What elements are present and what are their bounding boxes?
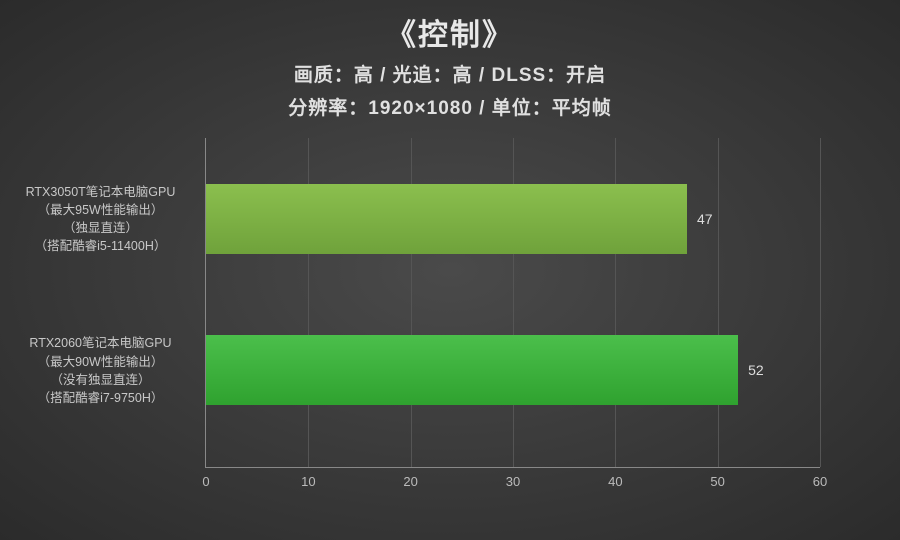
bar-value: 52	[748, 362, 764, 378]
chart-title: 《控制》	[0, 10, 900, 54]
x-tick-label: 60	[813, 474, 827, 489]
x-tick-label: 0	[202, 474, 209, 489]
gridline	[718, 138, 719, 467]
bar-value: 47	[697, 211, 713, 227]
x-tick-label: 40	[608, 474, 622, 489]
chart-plot-area: 0 10 20 30 40 50 60 47RTX3050T笔记本电脑GPU（最大95W性能输…	[205, 138, 860, 498]
chart-subtitle-1: 画质：高 / 光追：高 / DLSS：开启	[0, 60, 900, 87]
x-tick-label: 30	[506, 474, 520, 489]
bar-row: 52RTX2060笔记本电脑GPU（最大90W性能输出）（没有独显直连）（搭配酷…	[206, 335, 738, 405]
bar	[206, 335, 738, 405]
bar-row: 47RTX3050T笔记本电脑GPU（最大95W性能输出）（独显直连）（搭配酷睿…	[206, 184, 687, 254]
x-tick-label: 20	[403, 474, 417, 489]
gridline	[820, 138, 821, 467]
bar	[206, 184, 687, 254]
x-tick-label: 10	[301, 474, 315, 489]
plot-region: 010203040506047RTX3050T笔记本电脑GPU（最大95W性能输…	[205, 138, 820, 468]
chart-subtitle-2: 分辨率：1920×1080 / 单位：平均帧	[0, 93, 900, 120]
bar-label: RTX3050T笔记本电脑GPU（最大95W性能输出）（独显直连）（搭配酷睿i5…	[3, 183, 198, 256]
x-tick-label: 50	[710, 474, 724, 489]
bar-label: RTX2060笔记本电脑GPU（最大90W性能输出）（没有独显直连）（搭配酷睿i…	[3, 334, 198, 407]
chart-header: 《控制》 画质：高 / 光追：高 / DLSS：开启 分辨率：1920×1080…	[0, 0, 900, 120]
